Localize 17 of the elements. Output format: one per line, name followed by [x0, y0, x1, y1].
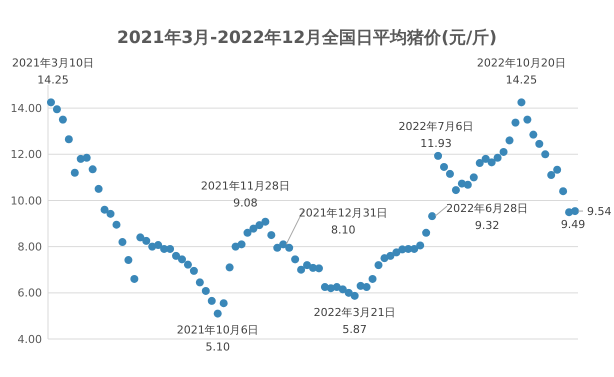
data-label: 2021年11月28日 9.08 — [200, 180, 290, 210]
y-tick-label: 6.00 — [18, 286, 42, 300]
data-label: 2021年3月10日 14.25 — [12, 56, 94, 86]
data-label: 2022年7月6日 11.93 — [398, 120, 474, 150]
y-tick-label: 12.00 — [10, 148, 42, 162]
data-label: 9.54 — [587, 205, 612, 218]
chart-title: 2021年3月-2022年12月全国日平均猪价(元/斤) — [117, 28, 497, 48]
y-tick-label: 10.00 — [10, 194, 42, 208]
data-label: 9.49 — [560, 218, 586, 232]
data-label: 2022年10月20日 14.25 — [476, 56, 566, 86]
data-label: 2021年10月6日 5.10 — [176, 324, 259, 354]
y-tick-label: 4.00 — [18, 332, 42, 346]
y-tick-label: 8.00 — [18, 240, 42, 254]
y-tick-label: 14.00 — [10, 102, 42, 115]
data-label: 2022年6月28日 9.32 — [446, 202, 528, 232]
data-label: 2021年12月31日 8.10 — [298, 206, 388, 236]
data-label: 2022年3月21日 5.87 — [314, 306, 396, 336]
